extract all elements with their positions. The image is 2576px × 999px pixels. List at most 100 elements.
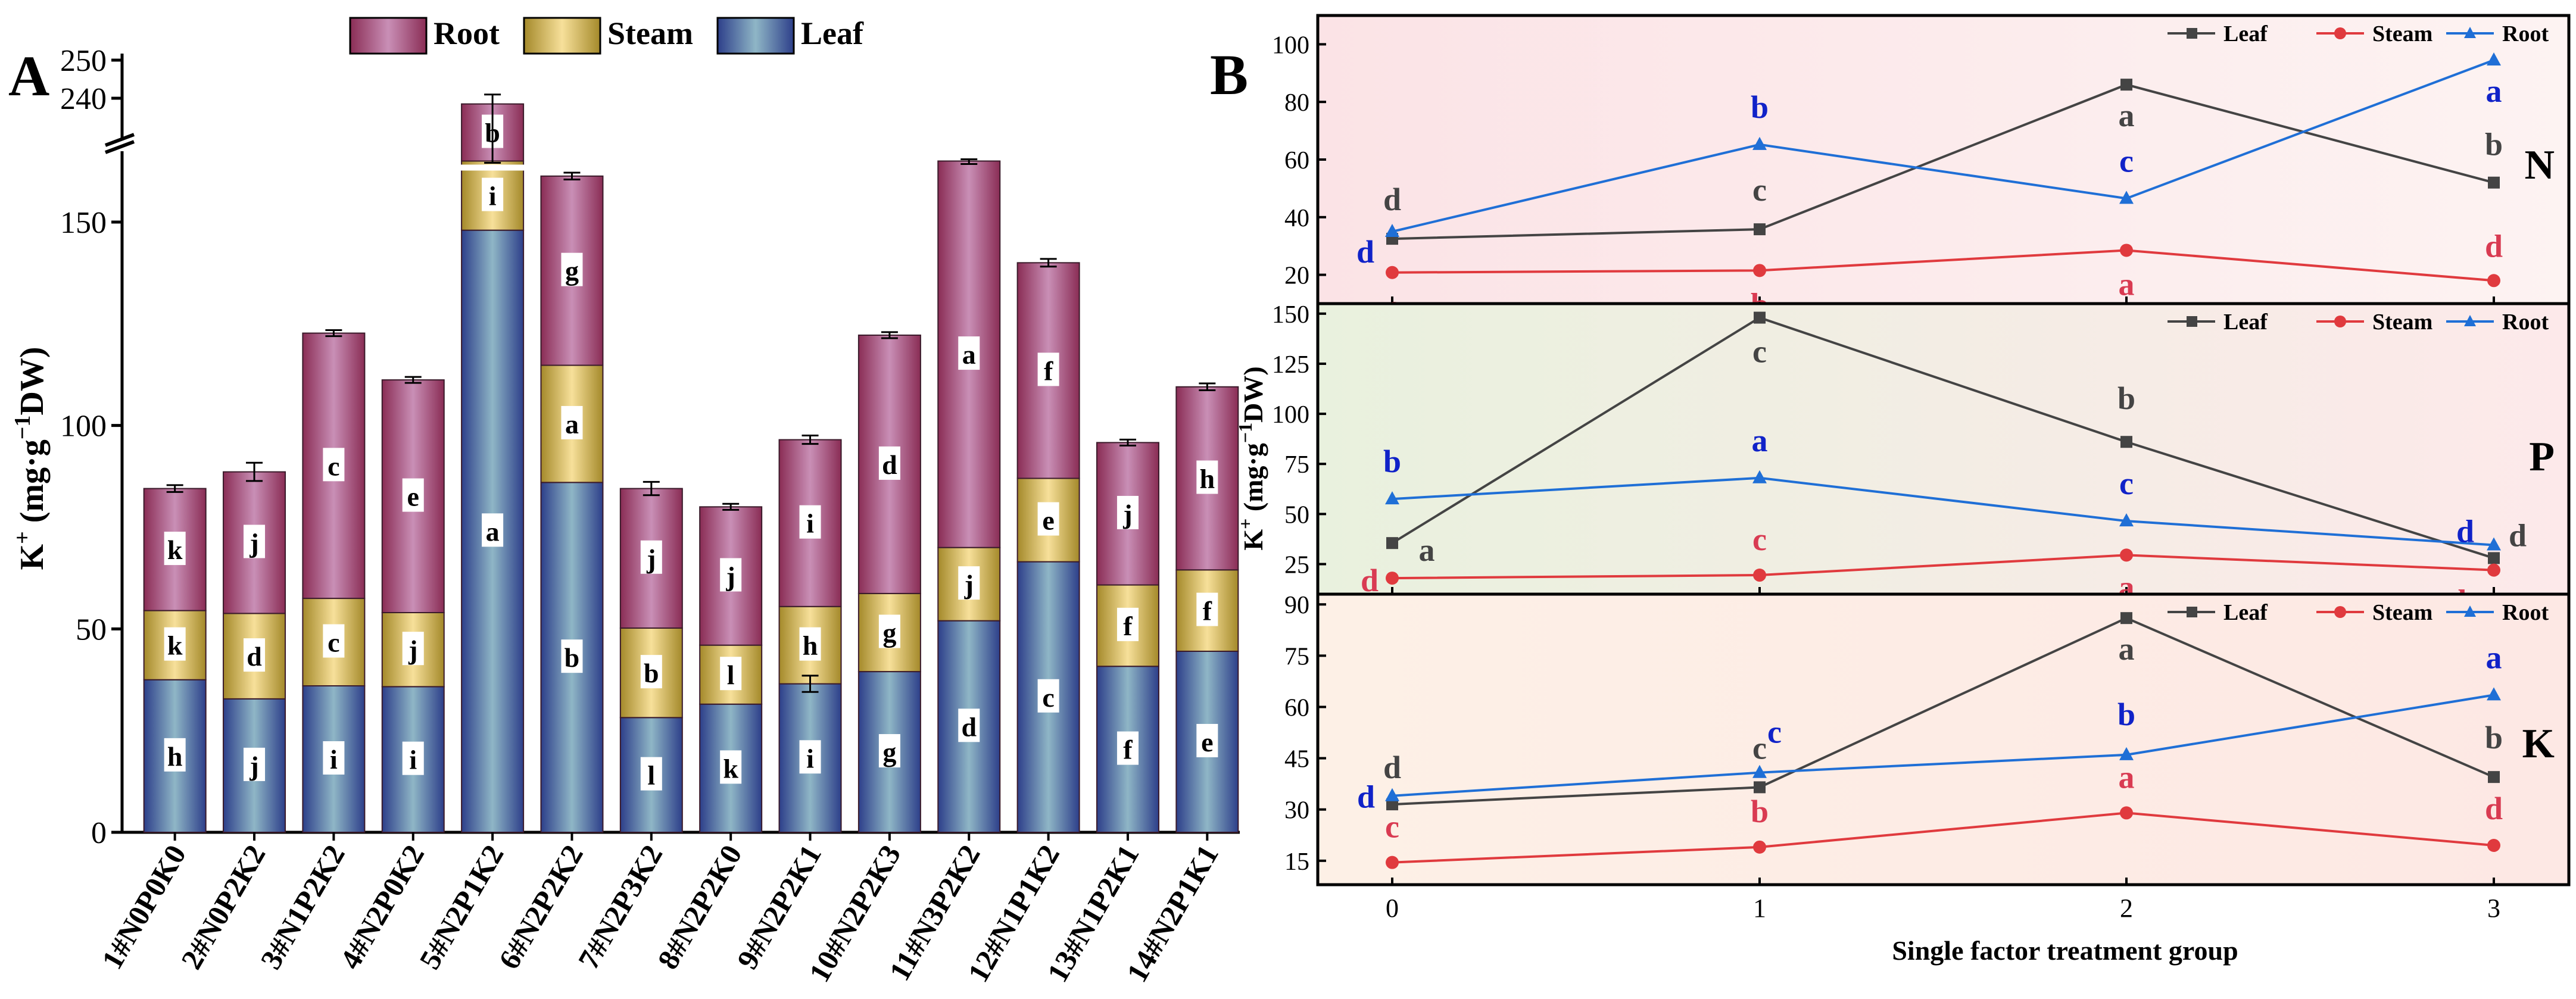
bar-letter-root: j xyxy=(1122,499,1132,529)
bar-letter-leaf: i xyxy=(409,745,417,775)
legend-label-steam: Steam xyxy=(2372,21,2432,46)
letter-bg xyxy=(640,757,662,791)
letter-bg xyxy=(958,336,980,370)
bar-letter-root: c xyxy=(328,451,339,481)
bar-letter-steam: j xyxy=(964,569,974,600)
letter-bg xyxy=(323,741,345,775)
panel-a-y-axis: 0 50 100 150 240 250 xyxy=(60,44,140,850)
letter-bg xyxy=(720,558,742,592)
series-line-steam xyxy=(1392,811,2494,864)
bar-letter-leaf: i xyxy=(330,744,338,775)
bar-letter-steam: j xyxy=(408,635,417,665)
point-leaf xyxy=(1754,781,1766,794)
point-root xyxy=(1385,491,1399,505)
point-leaf xyxy=(2488,771,2500,783)
plot-background xyxy=(1318,304,2569,594)
y-tick-label: 60 xyxy=(1284,694,1309,722)
y-tick-label: 15 xyxy=(1284,848,1309,876)
letter-bg xyxy=(561,405,583,439)
point-letter-root: d xyxy=(2456,514,2474,550)
point-letter-steam: a xyxy=(2119,759,2135,795)
letter-bg xyxy=(1196,460,1218,494)
point-letter-leaf: d xyxy=(1383,750,1401,785)
legend-marker xyxy=(2464,605,2476,617)
point-letter-steam: c xyxy=(1752,522,1767,557)
bar-letter-root: j xyxy=(646,544,656,574)
bar-root-1 xyxy=(143,488,207,611)
letter-bg xyxy=(640,655,662,689)
point-steam xyxy=(2120,806,2133,820)
bar-letter-leaf: c xyxy=(1042,682,1054,713)
y-tick-label: 50 xyxy=(1284,501,1309,529)
bar-letter-root: e xyxy=(407,482,419,512)
legend-marker xyxy=(2187,316,2197,327)
point-letter-leaf: a xyxy=(2119,98,2135,133)
letter-bg xyxy=(878,614,900,648)
legend-label-leaf: Leaf xyxy=(2223,21,2268,46)
point-letter-steam: c xyxy=(1385,809,1399,845)
series-line-root xyxy=(1392,59,2494,233)
legend-label-root: Root xyxy=(2502,600,2549,625)
point-letter-leaf: b xyxy=(2117,380,2135,416)
y-tick-label: 50 xyxy=(76,613,107,647)
y-tick-label: 60 xyxy=(1284,147,1309,174)
point-letter-root: d xyxy=(1357,779,1375,815)
bar-letter-steam: i xyxy=(489,181,497,211)
y-tick-label: 150 xyxy=(60,206,107,240)
letter-bg xyxy=(878,446,900,480)
y-tick-label: 45 xyxy=(1284,746,1309,773)
point-steam xyxy=(2120,548,2133,562)
x-tick-label: 1 xyxy=(1753,894,1766,923)
letter-bg xyxy=(1117,495,1139,529)
legend-label-leaf: Leaf xyxy=(2223,600,2268,625)
letter-bg xyxy=(1037,679,1059,713)
point-letter-leaf: d xyxy=(1383,182,1401,217)
letter-bg xyxy=(799,740,821,774)
letter-bg xyxy=(244,525,266,558)
letter-bg xyxy=(1196,723,1218,757)
bar-letter-leaf: h xyxy=(167,741,183,772)
point-steam xyxy=(2487,274,2500,288)
x-tick-label: 0 xyxy=(1386,894,1399,923)
letter-bg xyxy=(244,747,266,781)
series-line-root xyxy=(1392,476,2494,547)
point-steam xyxy=(2487,563,2500,577)
letter-bg xyxy=(323,448,345,482)
point-leaf xyxy=(2120,436,2132,448)
point-leaf xyxy=(2120,79,2132,91)
letter-bg xyxy=(244,638,266,672)
point-letter-root: b xyxy=(1751,89,1769,125)
bar-letter-steam: h xyxy=(803,630,818,661)
point-leaf xyxy=(1754,311,1766,324)
series-line-leaf xyxy=(1391,316,2494,560)
y-tick-label: 25 xyxy=(1284,552,1309,579)
y-tick-label: 75 xyxy=(1284,451,1309,479)
bar-letter-root: i xyxy=(806,508,814,539)
point-letter-root: a xyxy=(1752,423,1768,458)
letter-bg xyxy=(958,566,980,600)
letter-bg xyxy=(1117,607,1139,641)
point-letter-root: c xyxy=(2119,466,2134,501)
panel-a-y-label: K+ (mg·g−1DW) xyxy=(10,347,51,570)
letter-bg xyxy=(878,734,900,768)
point-leaf xyxy=(1386,537,1398,550)
bar-letter-root: d xyxy=(882,449,897,480)
legend-swatch-leaf xyxy=(716,17,795,55)
bar-letter-leaf: i xyxy=(806,743,814,773)
panel-b-plot-n: 20406080100NLeafSteamRootdcabcbaddbca xyxy=(1272,14,2571,324)
point-steam xyxy=(1753,569,1766,582)
series-line-steam xyxy=(1392,249,2494,282)
bar-letter-steam: l xyxy=(727,660,735,690)
bar-letter-steam: f xyxy=(1203,596,1212,626)
bar-letter-steam: g xyxy=(882,617,896,648)
point-root xyxy=(2487,537,2501,551)
letter-bg xyxy=(958,708,980,742)
point-letter-leaf: d xyxy=(2509,517,2527,553)
letter-bg xyxy=(561,252,583,286)
bar-letter-steam: f xyxy=(1123,611,1133,641)
point-root xyxy=(1385,788,1399,801)
panel-a-legend: Root Steam Leaf xyxy=(349,15,864,55)
bar-letter-leaf: k xyxy=(723,753,738,783)
bar-letter-leaf: g xyxy=(882,737,896,767)
